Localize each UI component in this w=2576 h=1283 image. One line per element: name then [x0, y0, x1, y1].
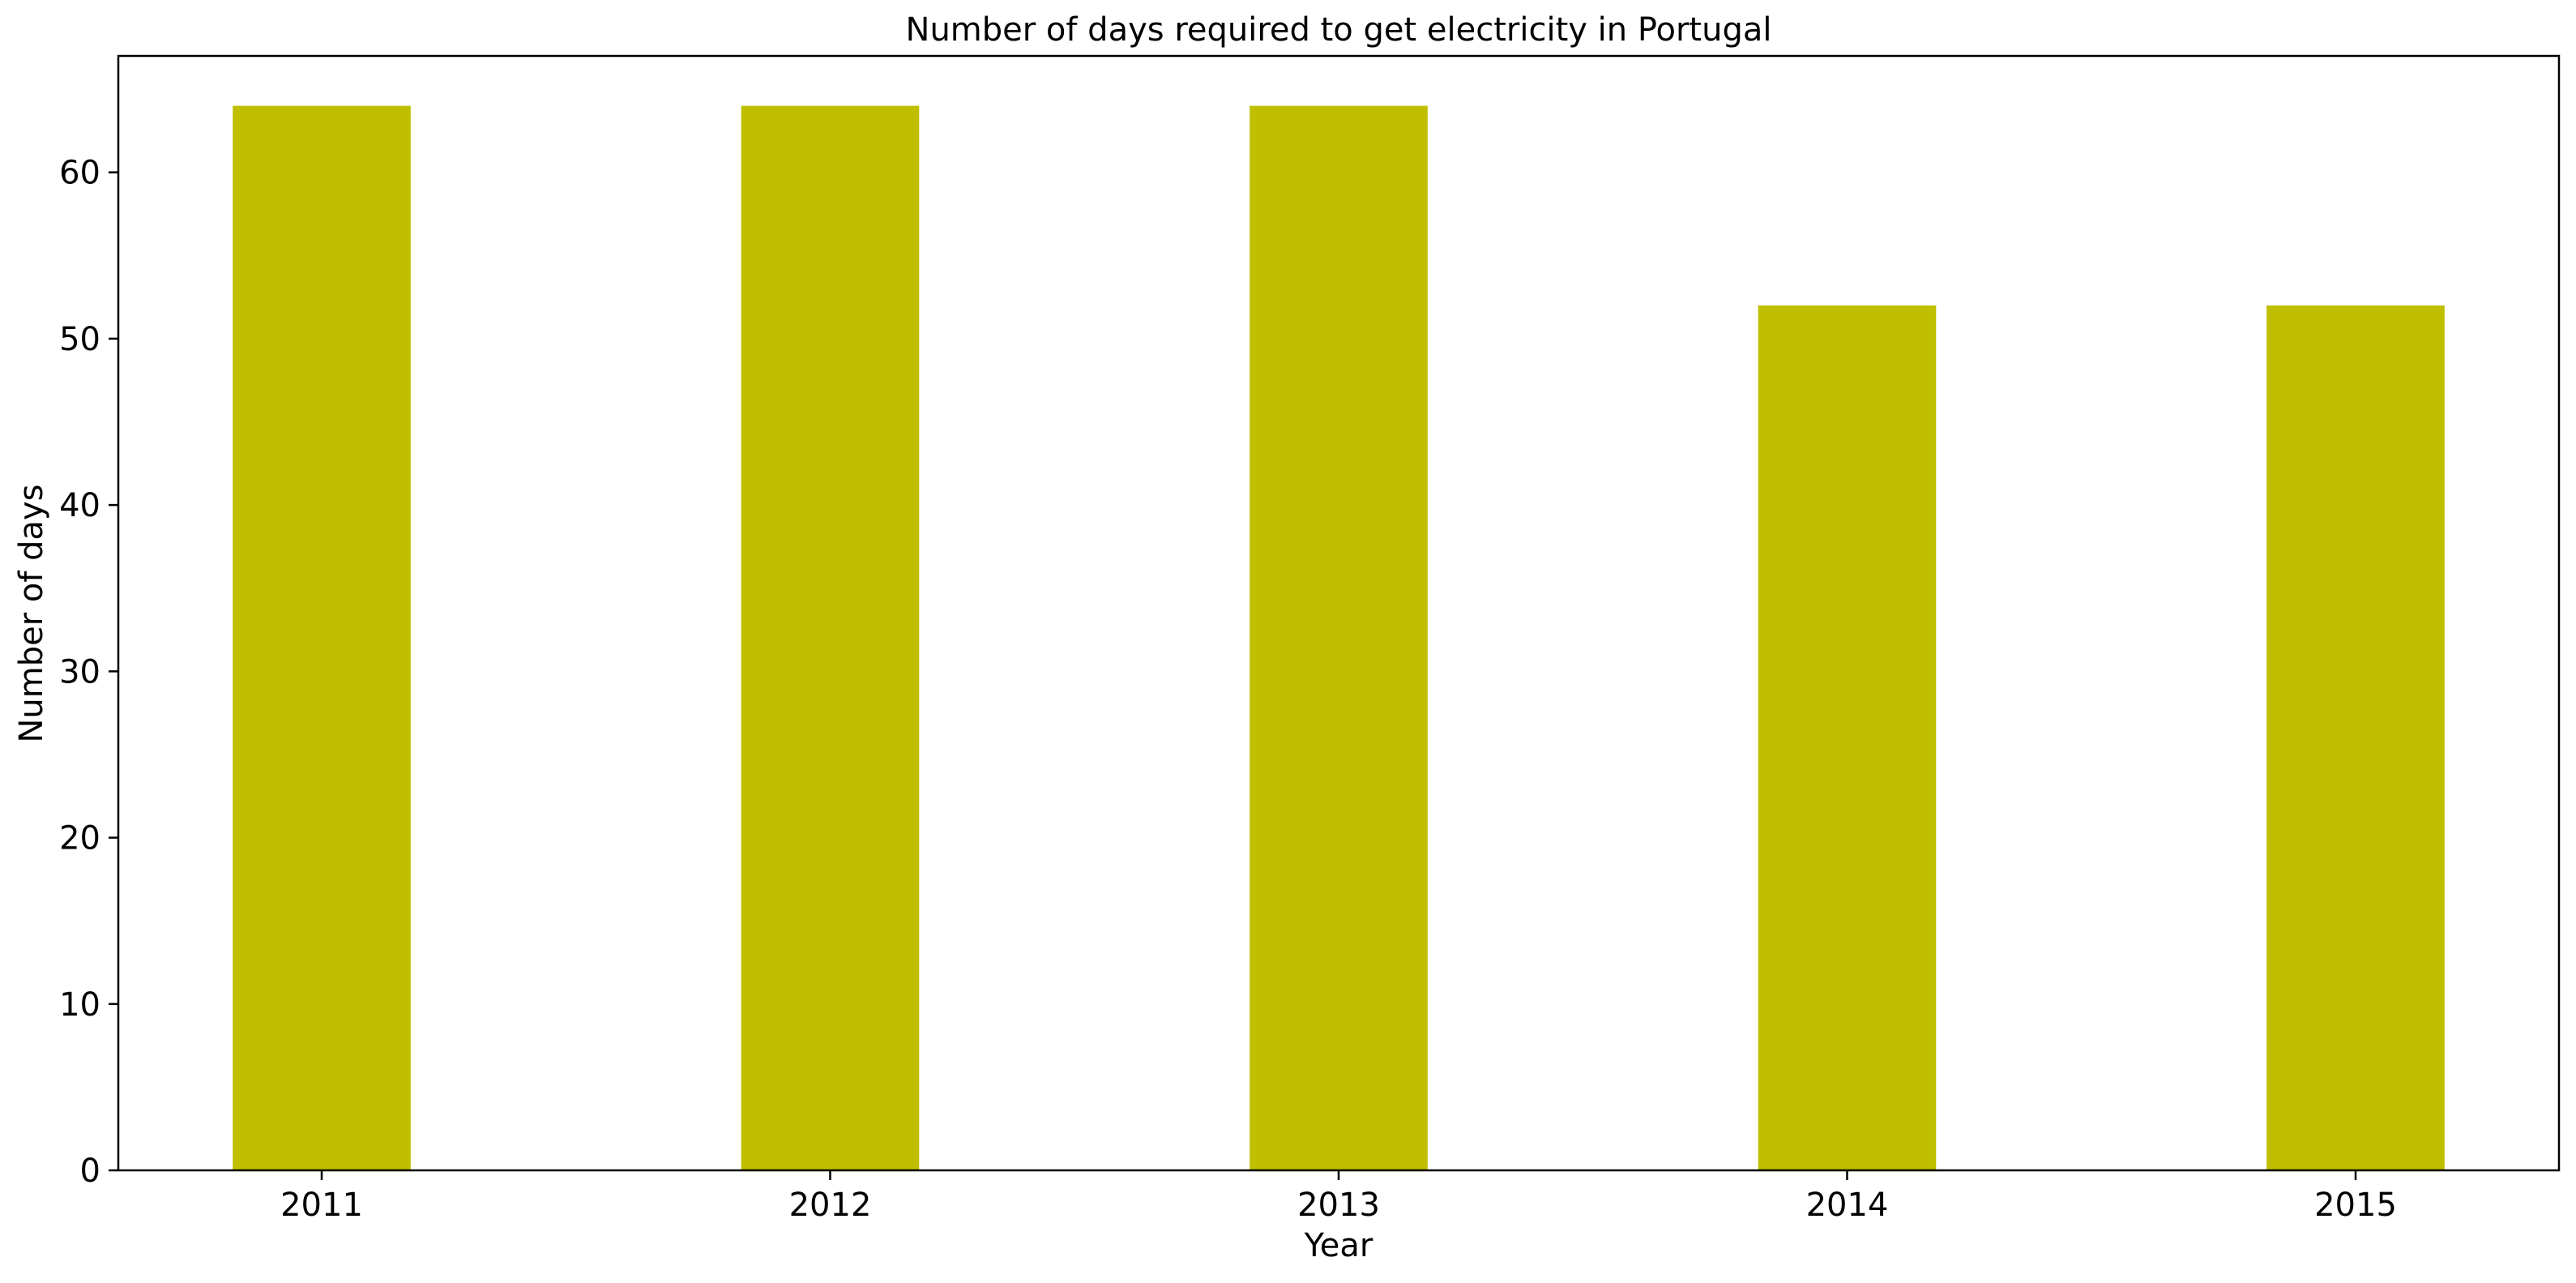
x-axis-label: Year: [1304, 1227, 1373, 1264]
plot-frame: [117, 54, 2561, 1172]
y-tick-label: 40: [59, 487, 100, 524]
chart-title: Number of days required to get electrici…: [906, 11, 1772, 49]
y-tick-label: 60: [59, 155, 100, 192]
x-tick-label: 2012: [789, 1187, 872, 1224]
bar-2014: [1758, 305, 1937, 1170]
y-tick-label: 20: [59, 820, 100, 857]
bar-2011: [233, 105, 411, 1171]
y-tick-label: 50: [59, 321, 100, 358]
bars-layer: [233, 105, 2445, 1171]
bar-2012: [741, 105, 920, 1171]
y-axis-label: Number of days: [13, 484, 50, 742]
bar-2013: [1250, 105, 1428, 1171]
x-tick-label: 2014: [1806, 1187, 1889, 1224]
y-axis-ticks: 0 10 20 30 40 50 60: [59, 155, 118, 1190]
x-tick-label: 2011: [280, 1187, 363, 1224]
x-axis-ticks: 2011 2012 2013 2014 2015: [280, 1170, 2397, 1224]
y-tick-label: 30: [59, 653, 100, 691]
bar-2015: [2266, 305, 2445, 1170]
y-tick-label: 10: [59, 986, 100, 1024]
x-tick-label: 2013: [1297, 1187, 1380, 1224]
y-tick-label: 0: [80, 1153, 100, 1190]
x-tick-label: 2015: [2314, 1187, 2397, 1224]
